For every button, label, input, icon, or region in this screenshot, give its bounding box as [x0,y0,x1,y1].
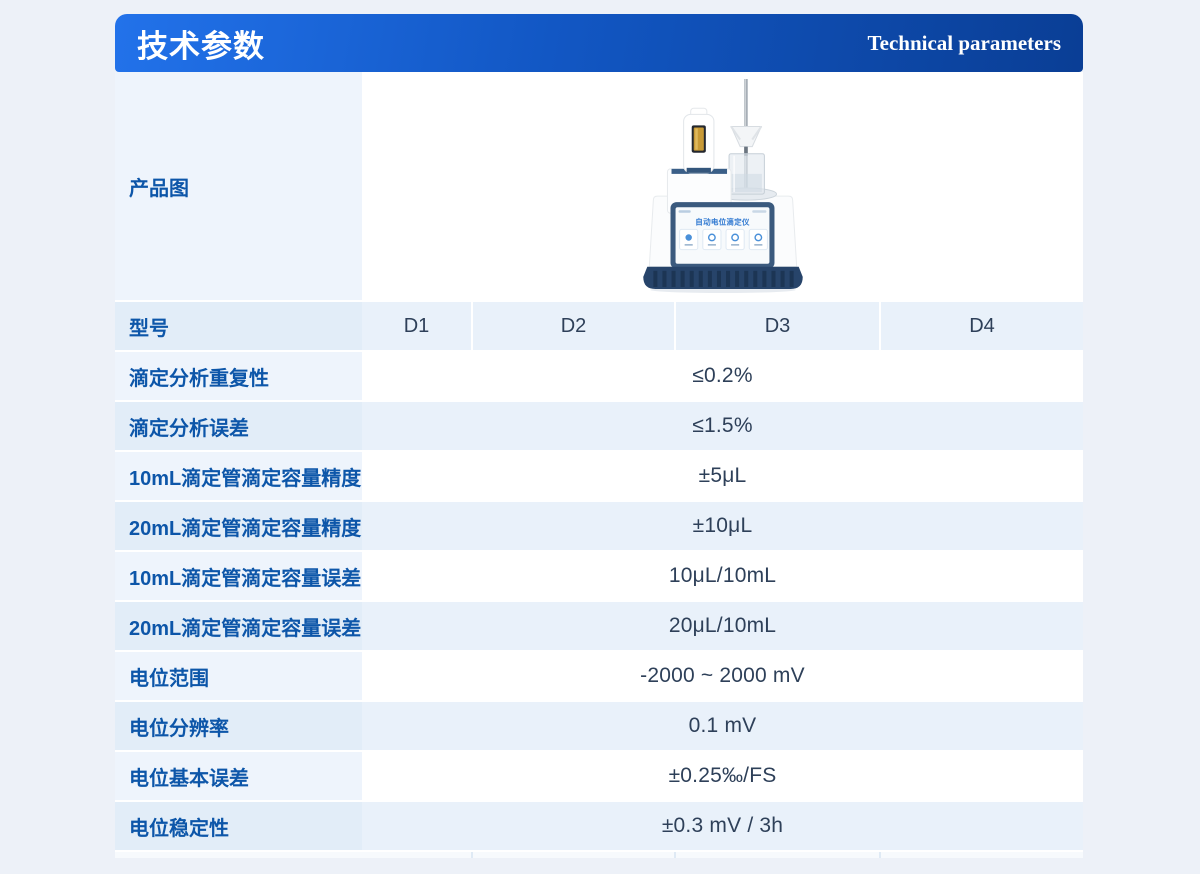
row-label: 滴定分析重复性 [115,352,362,402]
model-cell-d2: D2 [471,302,674,352]
row-value: ±0.25‰/FS [362,752,1083,802]
device-screen [675,207,769,264]
table-row-spec: 滴定分析误差 ≤1.5% [115,402,1083,452]
table-row-spec: 电位范围 -2000 ~ 2000 mV [115,652,1083,702]
table-row-model: 型号 D1 D2 D3 D4 [115,302,1083,352]
model-cell-d1: D1 [362,302,471,352]
row-value: ≤1.5% [362,402,1083,452]
stub-cell [879,852,1083,858]
row-value: 20μL/10mL [362,602,1083,652]
row-label: 电位分辨率 [115,702,362,752]
model-cell-d4: D4 [879,302,1083,352]
technical-parameters-card: 技术参数 Technical parameters 产品图 [115,14,1083,874]
stub-cell [674,852,879,858]
section-header: 技术参数 Technical parameters [115,14,1083,72]
stub-cell [471,852,674,858]
row-label: 滴定分析误差 [115,402,362,452]
device-ribbed-base [642,266,803,289]
table-row-product: 产品图 [115,72,1083,302]
row-label: 20mL滴定管滴定容量误差 [115,602,362,652]
table-row-spec: 20mL滴定管滴定容量误差 20μL/10mL [115,602,1083,652]
table-row-stub [115,852,1083,858]
table-row-spec: 滴定分析重复性 ≤0.2% [115,352,1083,402]
product-image: 自动电位滴定仪 [642,79,803,293]
row-value: -2000 ~ 2000 mV [362,652,1083,702]
row-value: ±0.3 mV / 3h [362,802,1083,852]
spec-table: 产品图 [115,72,1083,858]
row-label-model: 型号 [115,302,362,352]
table-row-spec: 10mL滴定管滴定容量精度 ±5μL [115,452,1083,502]
stub-cell [115,852,471,858]
section-title-zh: 技术参数 [137,28,265,64]
table-row-spec: 电位稳定性 ±0.3 mV / 3h [115,802,1083,852]
row-label: 电位稳定性 [115,802,362,852]
model-cell-d3: D3 [674,302,879,352]
row-value: ≤0.2% [362,352,1083,402]
device-screen-buttons [678,228,768,251]
row-label: 电位基本误差 [115,752,362,802]
table-row-spec: 电位分辨率 0.1 mV [115,702,1083,752]
row-value: 0.1 mV [362,702,1083,752]
product-image-cell: 自动电位滴定仪 [362,72,1083,302]
row-label: 20mL滴定管滴定容量精度 [115,502,362,552]
row-label: 10mL滴定管滴定容量误差 [115,552,362,602]
row-value: 10μL/10mL [362,552,1083,602]
section-title-en: Technical parameters [867,30,1061,55]
electrode-holder [729,125,762,148]
row-label: 电位范围 [115,652,362,702]
row-label-product: 产品图 [115,72,362,302]
device-screen-title: 自动电位滴定仪 [695,216,750,226]
table-row-spec: 电位基本误差 ±0.25‰/FS [115,752,1083,802]
table-row-spec: 10mL滴定管滴定容量误差 10μL/10mL [115,552,1083,602]
row-value: ±10μL [362,502,1083,552]
table-row-spec: 20mL滴定管滴定容量精度 ±10μL [115,502,1083,552]
row-value: ±5μL [362,452,1083,502]
row-label: 10mL滴定管滴定容量精度 [115,452,362,502]
